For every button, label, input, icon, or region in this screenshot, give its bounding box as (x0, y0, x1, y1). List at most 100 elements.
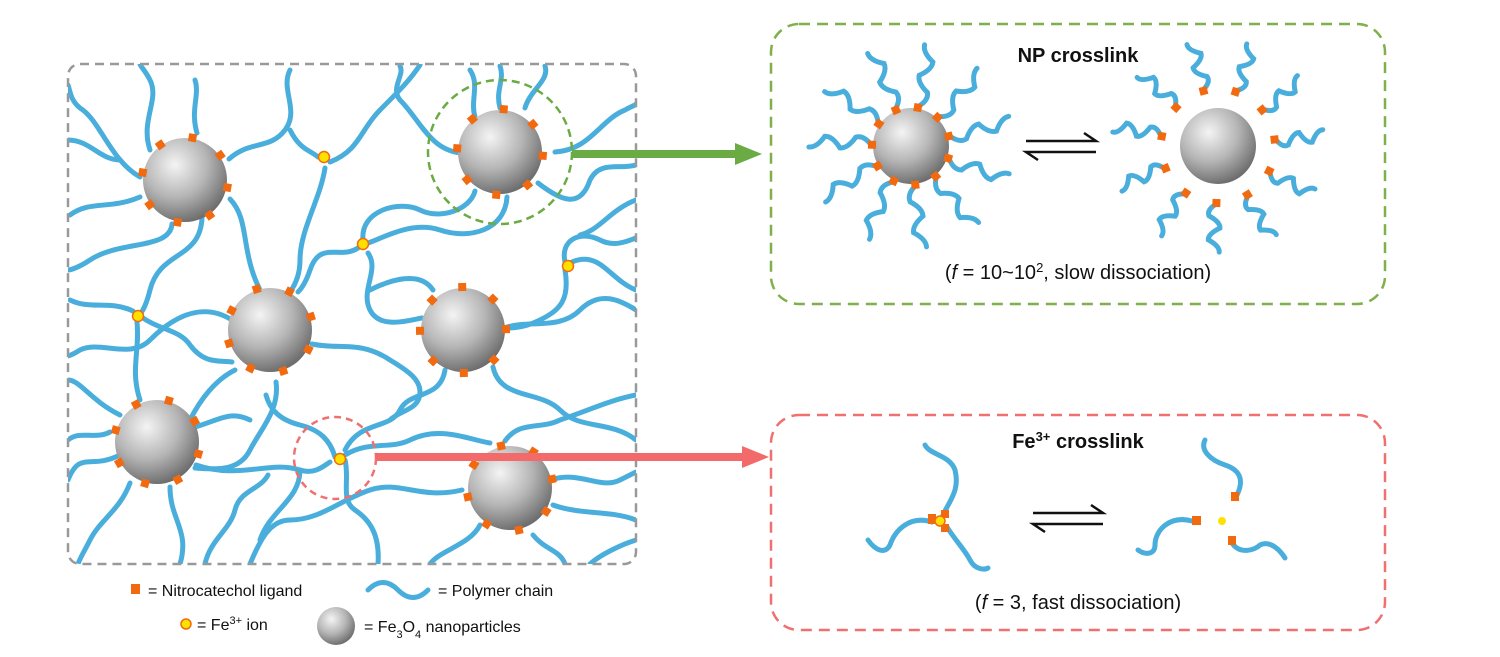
ligand-marker (189, 415, 201, 427)
ligand-marker (943, 153, 954, 164)
polymer-swatch (365, 580, 431, 600)
fe-ion (317, 150, 331, 164)
legend-polymer-label: = Polymer chain (438, 583, 553, 600)
ligand-marker (873, 118, 885, 130)
ligand-marker (154, 139, 166, 151)
fe-ion (131, 309, 145, 323)
ligand-marker (521, 179, 534, 191)
legend-ligand: = Nitrocatechol ligand (131, 583, 302, 600)
ligand-marker (144, 199, 156, 211)
ligand-marker (888, 175, 900, 187)
np-bound-state (806, 42, 1012, 250)
ligand-swatch (131, 584, 140, 594)
legend-ion-label: = Fe3+ ion (197, 615, 268, 634)
ligand-marker (302, 344, 314, 355)
ligand-marker (459, 368, 468, 378)
ligand-marker (426, 294, 438, 306)
fe-ion (934, 515, 946, 527)
nanoparticle (468, 446, 552, 530)
legend-polymer: = Polymer chain (365, 580, 553, 600)
ligand-marker (890, 104, 902, 116)
np-panel-title: NP crosslink (1018, 45, 1140, 67)
ligand-marker (499, 104, 509, 114)
ligand-marker (214, 149, 226, 161)
fe-ion (333, 452, 347, 466)
ligand-marker (1256, 104, 1268, 116)
legend-ion: = Fe3+ ion (180, 615, 268, 634)
ligand-marker (226, 305, 238, 316)
ligand-marker (481, 518, 493, 530)
ligand-marker (172, 217, 183, 227)
ligand-marker (1241, 189, 1253, 201)
ligand-marker (1157, 131, 1167, 141)
ligand-marker (540, 505, 552, 517)
equilibrium-arrows-np (1021, 131, 1101, 162)
ligand-marker (501, 325, 511, 334)
ligand-marker (193, 448, 204, 459)
ligand-marker (1230, 86, 1241, 97)
ligand-marker (527, 118, 539, 131)
ligand-marker (1270, 135, 1280, 144)
nanoparticle (115, 400, 199, 484)
np-arrow (572, 143, 762, 165)
ligand-marker (468, 459, 480, 471)
nanoparticle (143, 138, 227, 222)
nitrocatechol-ligands (110, 104, 557, 535)
nanoparticle (458, 110, 542, 194)
ligand-marker (245, 362, 256, 374)
ligand-marker (943, 131, 954, 142)
ligand-marker (427, 355, 439, 367)
ligand-marker (929, 170, 942, 182)
ligand-marker (110, 425, 121, 436)
ligand-marker (452, 143, 462, 153)
ligand-marker (1180, 187, 1192, 199)
ligand-marker (187, 133, 198, 143)
ligand-marker (204, 209, 216, 221)
ligand-marker (113, 457, 125, 469)
fe-arrow (376, 446, 769, 468)
np-crosslink-panel: NP crosslink (f = 10~102, slow dissociat… (769, 22, 1387, 306)
fe-crosslink-panel: Fe3+ crosslink (769, 413, 1387, 632)
legend-nanoparticle: = Fe3O4 nanoparticles (317, 607, 521, 645)
ligand-marker (913, 102, 923, 113)
np-panel-note: (f = 10~102, slow dissociation) (945, 260, 1211, 285)
ligand-marker (1170, 101, 1182, 114)
fe-ion (561, 259, 575, 273)
nanoparticle (421, 288, 505, 372)
ligand-marker (910, 180, 920, 190)
ligand-marker (458, 282, 467, 292)
ligand-marker (278, 365, 289, 376)
network-panel (66, 62, 638, 566)
ligand-marker (488, 354, 500, 366)
network-border (66, 62, 638, 566)
ligand-marker (487, 293, 499, 305)
legend: = Nitrocatechol ligand = Polymer chain =… (131, 580, 553, 645)
np-dissociated-state (1110, 41, 1326, 255)
ligand-marker (931, 111, 944, 124)
ligand-marker (222, 182, 232, 193)
fe-ion (356, 237, 370, 251)
fe-bound-state (865, 442, 991, 572)
ligand-marker (547, 474, 557, 484)
fe-panel-title: Fe3+ crosslink (1012, 429, 1144, 454)
ligand-marker (251, 284, 262, 295)
ligand-marker (1263, 165, 1275, 177)
nanoparticles (115, 110, 552, 530)
fe-dissociated-state (1135, 437, 1288, 561)
nanoparticle (228, 288, 312, 372)
fe-ion (1218, 517, 1226, 525)
ligand-marker (284, 286, 295, 298)
fe-ions (131, 150, 575, 466)
ion-swatch (180, 618, 192, 630)
polymer-network (68, 64, 636, 564)
ligand-marker (415, 326, 425, 335)
polymer-chains (68, 64, 636, 564)
ligand-marker (461, 173, 473, 186)
ligand-marker (872, 160, 883, 172)
ligand-marker (305, 311, 316, 322)
ligand-marker (514, 525, 524, 535)
ligand-marker (867, 140, 877, 149)
ligand-marker (1212, 198, 1221, 208)
